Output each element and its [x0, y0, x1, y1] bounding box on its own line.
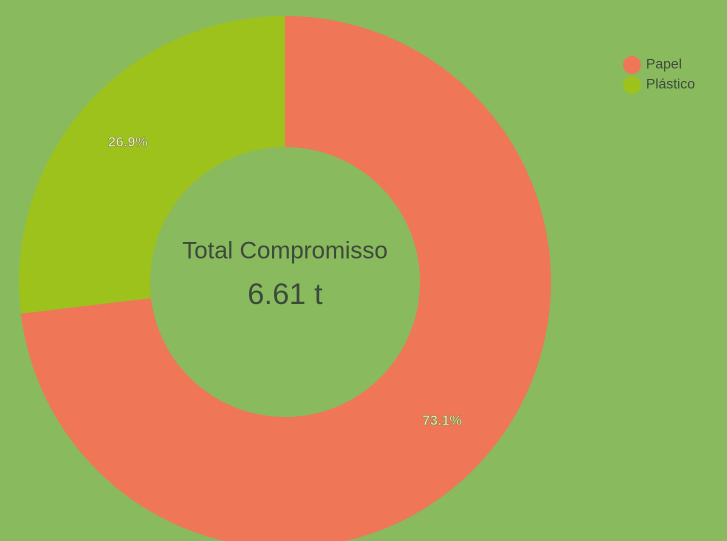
- legend-label: Plástico: [646, 76, 695, 92]
- slice: [18, 16, 285, 314]
- legend-label: Papel: [646, 56, 682, 72]
- legend-marker: [623, 76, 641, 94]
- slice: [20, 16, 551, 541]
- center-value: 6.61 t: [247, 278, 323, 311]
- center-title: Total Compromisso: [182, 237, 387, 264]
- data-label: 73.1%: [422, 412, 462, 428]
- legend-marker: [623, 56, 641, 74]
- data-label: 26.9%: [108, 133, 148, 149]
- slices: [18, 16, 551, 541]
